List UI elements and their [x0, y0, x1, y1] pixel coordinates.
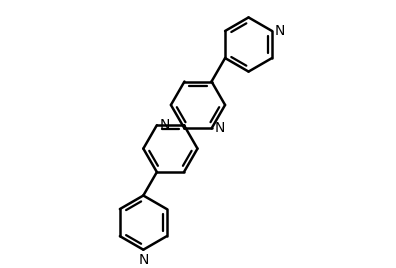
Text: N: N — [275, 24, 286, 38]
Text: N: N — [160, 118, 170, 132]
Text: N: N — [215, 121, 225, 135]
Text: N: N — [138, 253, 148, 267]
